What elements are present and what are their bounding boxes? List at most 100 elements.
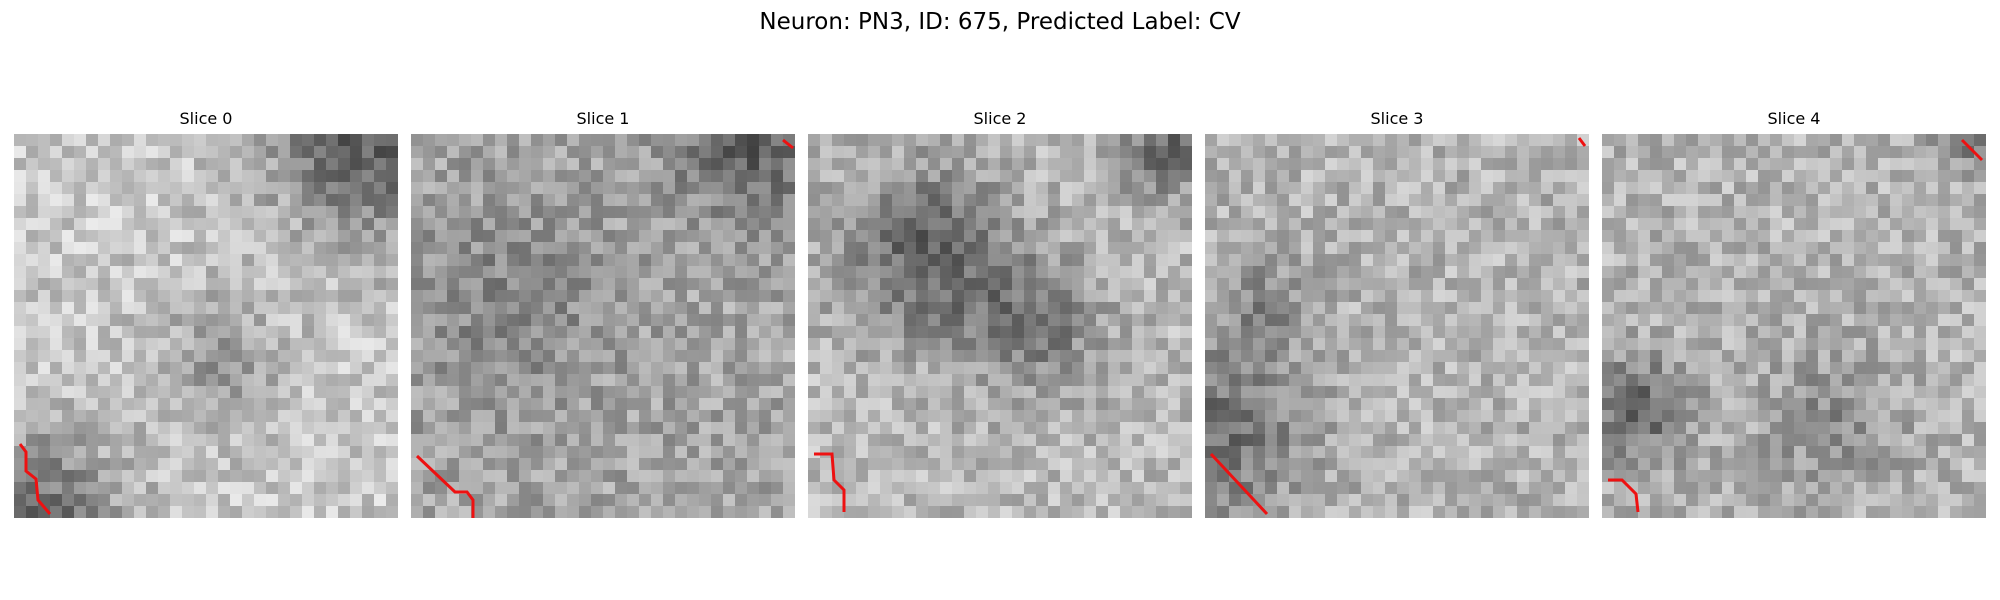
pixel-block — [74, 482, 87, 495]
pixel-block — [1060, 386, 1073, 399]
pixel-block — [1770, 326, 1783, 339]
pixel-block — [856, 494, 869, 507]
pixel-block — [856, 182, 869, 195]
pixel-block — [1229, 254, 1242, 267]
pixel-block — [1000, 374, 1013, 387]
pixel-block — [1914, 194, 1927, 207]
pixel-block — [1830, 230, 1843, 243]
pixel-block — [1144, 398, 1157, 411]
pixel-block — [26, 446, 39, 459]
pixel-block — [747, 458, 760, 471]
pixel-block — [1686, 434, 1699, 447]
pixel-block — [603, 446, 616, 459]
pixel-block — [338, 170, 351, 183]
pixel-block — [1168, 494, 1181, 507]
pixel-block — [976, 242, 989, 255]
pixel-block — [651, 134, 664, 147]
pixel-block — [916, 398, 929, 411]
pixel-block — [832, 218, 845, 231]
pixel-block — [483, 374, 496, 387]
pixel-block — [1229, 242, 1242, 255]
pixel-block — [820, 422, 833, 435]
pixel-block — [1349, 362, 1362, 375]
pixel-block — [1698, 290, 1711, 303]
pixel-block — [1108, 362, 1121, 375]
pixel-block — [543, 482, 556, 495]
pixel-block — [856, 266, 869, 279]
pixel-block — [1806, 158, 1819, 171]
pixel-block — [663, 446, 676, 459]
pixel-block — [531, 134, 544, 147]
pixel-block — [1180, 254, 1192, 267]
pixel-block — [1072, 134, 1085, 147]
pixel-block — [38, 302, 51, 315]
pixel-block — [146, 434, 159, 447]
pixel-block — [170, 278, 183, 291]
pixel-block — [1505, 482, 1518, 495]
pixel-block — [1373, 278, 1386, 291]
pixel-block — [1746, 338, 1759, 351]
pixel-block — [1168, 266, 1181, 279]
pixel-block — [820, 338, 833, 351]
pixel-block — [1770, 242, 1783, 255]
pixel-block — [1710, 422, 1723, 435]
pixel-block — [98, 470, 111, 483]
pixel-block — [1277, 314, 1290, 327]
pixel-block — [242, 338, 255, 351]
pixel-block — [1445, 230, 1458, 243]
pixel-block — [1614, 158, 1627, 171]
pixel-block — [651, 170, 664, 183]
pixel-block — [1217, 158, 1230, 171]
pixel-block — [435, 482, 448, 495]
pixel-block — [1132, 230, 1145, 243]
pixel-block — [1060, 410, 1073, 423]
pixel-block — [1265, 494, 1278, 507]
pixel-block — [1806, 266, 1819, 279]
pixel-block — [158, 494, 171, 507]
pixel-block — [1782, 458, 1795, 471]
pixel-block — [1301, 242, 1314, 255]
pixel-block — [1662, 182, 1675, 195]
pixel-block — [134, 158, 147, 171]
pixel-block — [759, 218, 772, 231]
pixel-block — [711, 422, 724, 435]
pixel-block — [38, 386, 51, 399]
pixel-block — [543, 230, 556, 243]
pixel-block — [519, 338, 532, 351]
pixel-block — [86, 290, 99, 303]
pixel-block — [1180, 410, 1192, 423]
pixel-block — [1241, 470, 1254, 483]
pixel-block — [1385, 290, 1398, 303]
pixel-block — [1229, 302, 1242, 315]
pixel-block — [1758, 134, 1771, 147]
pixel-block — [290, 410, 303, 423]
pixel-block — [1144, 494, 1157, 507]
pixel-block — [940, 314, 953, 327]
pixel-block — [1180, 170, 1192, 183]
pixel-block — [964, 134, 977, 147]
pixel-block — [1120, 386, 1133, 399]
pixel-block — [663, 230, 676, 243]
pixel-block — [663, 410, 676, 423]
pixel-block — [1349, 218, 1362, 231]
pixel-block — [435, 338, 448, 351]
pixel-block — [904, 146, 917, 159]
pixel-block — [519, 350, 532, 363]
pixel-block — [459, 446, 472, 459]
pixel-block — [14, 350, 27, 363]
pixel-block — [86, 170, 99, 183]
pixel-block — [711, 350, 724, 363]
pixel-block — [832, 206, 845, 219]
pixel-block — [447, 362, 460, 375]
pixel-block — [1529, 482, 1542, 495]
pixel-block — [170, 218, 183, 231]
pixel-block — [711, 386, 724, 399]
pixel-block — [1662, 146, 1675, 159]
pixel-block — [459, 194, 472, 207]
pixel-block — [326, 506, 339, 518]
pixel-block — [1962, 350, 1975, 363]
pixel-block — [1469, 278, 1482, 291]
pixel-block — [1024, 458, 1037, 471]
pixel-block — [639, 386, 652, 399]
pixel-block — [1012, 350, 1025, 363]
